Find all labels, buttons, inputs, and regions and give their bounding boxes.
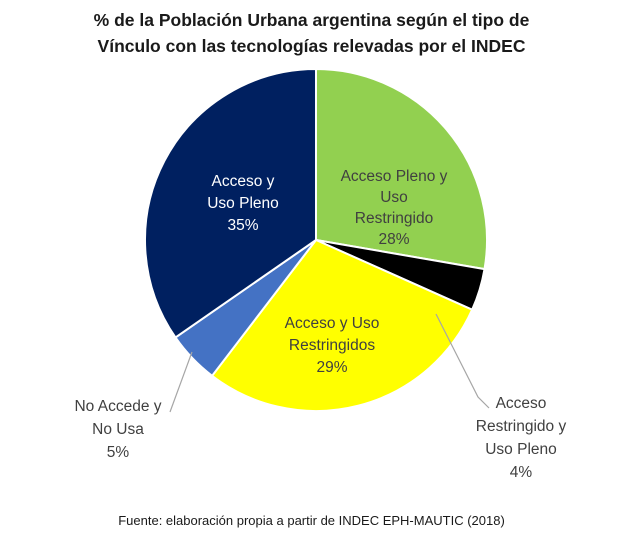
pie-slices — [144, 67, 488, 412]
pie-slice-acceso-y-uso-restringidos — [210, 238, 474, 412]
leader-line-acceso-restringido-y-uso-pleno — [435, 313, 490, 409]
slice-value-no-accede-y-no-usa: 5% — [107, 444, 130, 461]
slice-value-acceso-y-uso-pleno: 35% — [227, 217, 258, 234]
slice-label-acceso-y-uso-restringidos: Acceso y Uso Restringidos 29% — [285, 315, 380, 376]
chart-title-line-1: % de la Población Urbana argentina según… — [93, 10, 530, 30]
slice-label-acceso-pleno-y-uso-restringido: Acceso Pleno y Uso Restringido 28% — [341, 168, 448, 248]
source-note: Fuente: elaboración propia a partir de I… — [118, 513, 505, 528]
chart-title-line-2: Vínculo con las tecnologías relevadas po… — [97, 36, 526, 56]
chart-title: % de la Población Urbana argentina según… — [0, 7, 623, 59]
pie-slice-acceso-pleno-y-uso-restringido — [315, 67, 488, 271]
slice-label-acceso-restringido-y-uso-pleno: Acceso Restringido y Uso Pleno 4% — [476, 395, 567, 481]
slice-value-acceso-y-uso-restringidos: 29% — [316, 359, 347, 376]
leader-line-no-accede-y-no-usa — [169, 351, 193, 413]
slice-value-acceso-pleno-y-uso-restringido: 28% — [378, 231, 409, 248]
leader-lines — [169, 313, 490, 413]
slice-value-acceso-restringido-y-uso-pleno: 4% — [510, 464, 533, 481]
slice-label-no-accede-y-no-usa: No Accede y No Usa 5% — [74, 398, 161, 461]
edge-artifact — [0, 271, 3, 285]
slice-labels: Acceso Pleno y Uso Restringido 28% Acceso Res… — [74, 168, 566, 481]
slice-label-acceso-y-uso-pleno: Acceso y Uso Pleno 35% — [207, 173, 279, 234]
pie-slice-acceso-y-uso-pleno — [144, 67, 317, 339]
